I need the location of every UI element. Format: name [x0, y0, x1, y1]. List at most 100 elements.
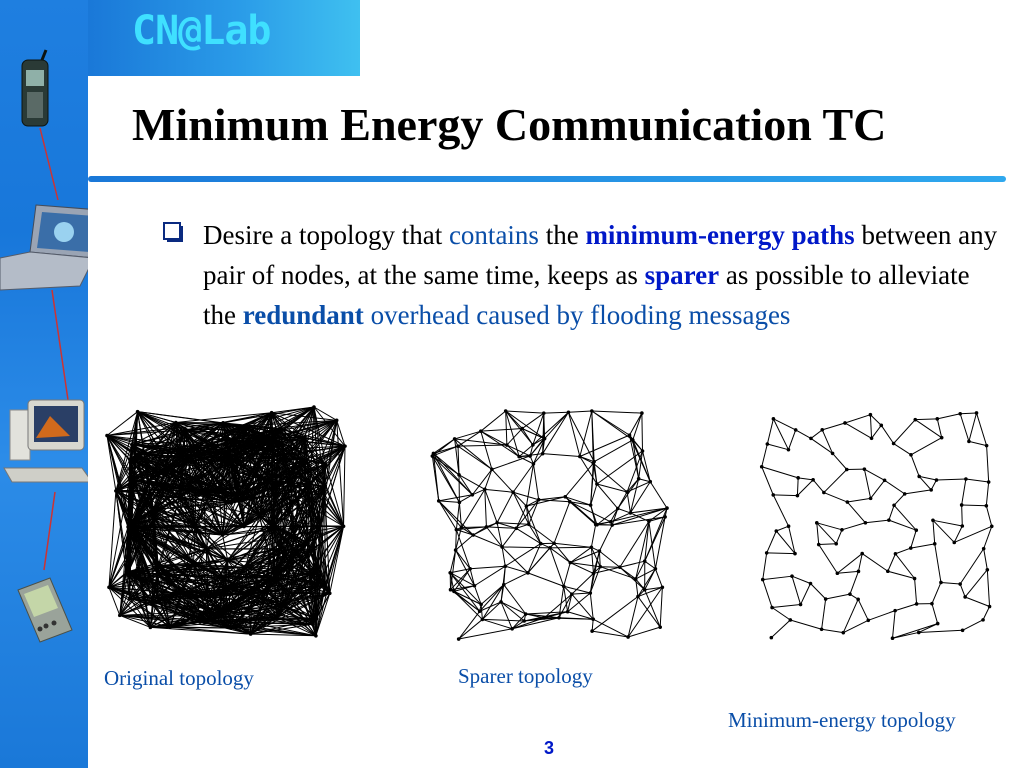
bullet-segment-minimum-energy-paths: minimum-energy paths	[585, 220, 854, 250]
graph-node	[282, 604, 286, 608]
graph-node	[913, 418, 917, 422]
graph-edge	[627, 492, 630, 513]
graph-edge	[935, 544, 941, 583]
graph-node	[647, 520, 651, 524]
graph-node	[643, 588, 647, 592]
graph-node	[589, 591, 593, 595]
graph-node	[765, 551, 769, 555]
graph-node	[456, 444, 460, 448]
graph-node	[590, 629, 594, 633]
graph-node	[542, 411, 546, 415]
graph-edge	[533, 464, 538, 500]
graph-edge	[767, 444, 788, 450]
graph-edge	[983, 607, 990, 620]
graph-node	[771, 493, 775, 497]
graph-node	[537, 498, 541, 502]
graph-edge	[565, 463, 593, 497]
graph-node	[437, 499, 441, 503]
graph-edge	[459, 611, 480, 639]
graph-node	[634, 577, 638, 581]
graph-node	[909, 453, 913, 457]
graph-node	[478, 609, 482, 613]
graph-edge	[915, 578, 917, 603]
graph-node	[275, 616, 279, 620]
laptop-icon	[0, 205, 88, 290]
graph-edge	[645, 561, 656, 569]
graph-edge	[962, 505, 963, 526]
graph-node	[305, 541, 309, 545]
graph-node	[933, 542, 937, 546]
device-decorations	[0, 0, 88, 768]
graph-edge	[570, 547, 591, 562]
graph-node	[598, 565, 602, 569]
graph-node	[471, 493, 475, 497]
graph-edge	[456, 550, 471, 569]
graph-edge	[455, 431, 481, 439]
graph-edge	[798, 478, 813, 480]
graph-node	[541, 452, 545, 456]
graph-node	[866, 619, 870, 623]
graph-node	[473, 584, 477, 588]
graph-node	[824, 597, 828, 601]
graph-edge	[591, 525, 595, 548]
graph-edge	[932, 582, 941, 603]
graph-edge	[826, 594, 850, 599]
graph-node	[609, 520, 613, 524]
graph-edge	[871, 480, 885, 498]
graph-node	[987, 480, 991, 484]
graph-node	[914, 528, 918, 532]
bullet-segment: the	[539, 220, 586, 250]
graph-node	[935, 417, 939, 421]
graph-node	[985, 504, 989, 508]
graph-node	[231, 437, 235, 441]
graph-edge	[905, 490, 931, 494]
graph-edge	[513, 464, 533, 492]
graph-node	[217, 615, 221, 619]
graph-edge	[763, 580, 772, 608]
lab-logo: CN@Lab	[132, 8, 271, 54]
graph-node	[308, 483, 312, 487]
graph-node	[270, 411, 274, 415]
graph-edge	[833, 453, 847, 469]
graph-node	[893, 609, 897, 613]
graph-edge	[612, 508, 667, 525]
graph-node	[525, 504, 529, 508]
graph-node	[240, 499, 244, 503]
graph-edge	[482, 619, 524, 621]
graph-edge	[543, 454, 580, 457]
graph-edge	[481, 429, 522, 432]
graph-edge	[845, 415, 870, 423]
graph-edge	[885, 480, 905, 494]
graph-edge	[590, 593, 593, 619]
graph-edge	[597, 484, 618, 509]
graph-edge	[545, 412, 569, 438]
graph-node	[205, 547, 209, 551]
graph-node	[532, 462, 536, 466]
graph-node	[770, 606, 774, 610]
graph-edge	[969, 441, 987, 445]
graph-edge	[865, 520, 888, 523]
graph-node	[242, 424, 246, 428]
graph-node	[841, 631, 845, 635]
graph-edge	[109, 587, 120, 615]
graph-edge	[911, 544, 935, 548]
graph-node	[834, 542, 838, 546]
graph-node	[610, 523, 614, 527]
graph-node	[179, 591, 183, 595]
graph-node	[118, 614, 122, 618]
graph-edge	[650, 482, 667, 508]
graph-node	[982, 547, 986, 551]
graph-edge	[919, 624, 938, 633]
graph-node	[453, 437, 457, 441]
graph-edge	[502, 528, 516, 547]
graph-edge	[984, 549, 988, 570]
graph-node	[270, 436, 274, 440]
graph-edge	[550, 547, 591, 548]
graph-node	[136, 410, 140, 414]
graph-node	[227, 587, 231, 591]
graph-edge	[481, 431, 519, 456]
graph-node	[663, 515, 667, 519]
graph-node	[552, 541, 556, 545]
graph-node	[598, 549, 602, 553]
graph-node	[578, 455, 582, 459]
